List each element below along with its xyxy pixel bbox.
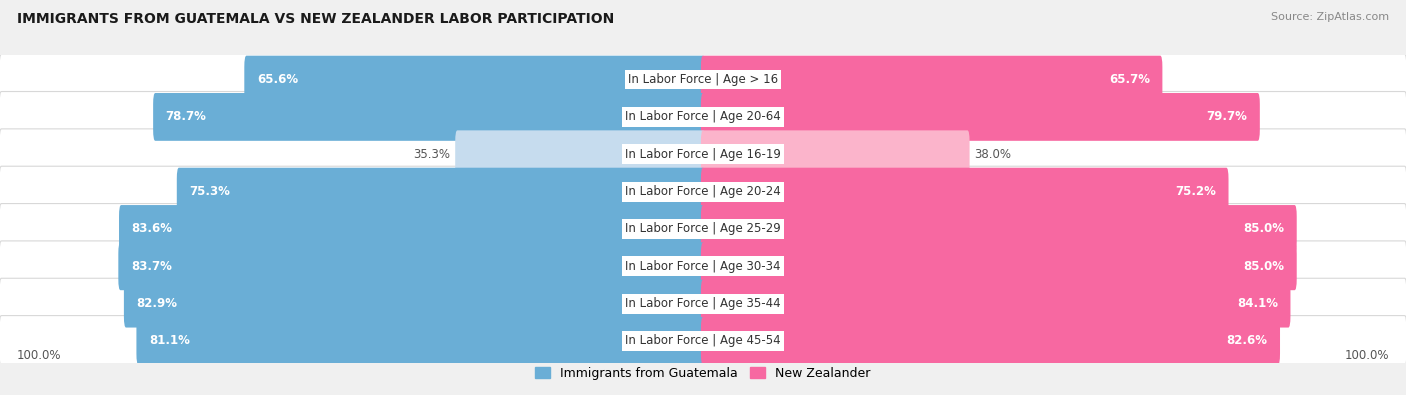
Text: 84.1%: 84.1%: [1237, 297, 1278, 310]
FancyBboxPatch shape: [702, 317, 1279, 365]
Text: 85.0%: 85.0%: [1243, 260, 1284, 273]
FancyBboxPatch shape: [702, 280, 1291, 327]
Text: In Labor Force | Age 16-19: In Labor Force | Age 16-19: [626, 148, 780, 161]
Text: 38.0%: 38.0%: [974, 148, 1011, 161]
Text: In Labor Force | Age 35-44: In Labor Force | Age 35-44: [626, 297, 780, 310]
FancyBboxPatch shape: [124, 280, 704, 327]
FancyBboxPatch shape: [0, 54, 1406, 105]
Text: In Labor Force | Age > 16: In Labor Force | Age > 16: [628, 73, 778, 86]
Text: 78.7%: 78.7%: [166, 111, 207, 123]
FancyBboxPatch shape: [0, 129, 1406, 180]
FancyBboxPatch shape: [245, 56, 704, 103]
Text: 65.7%: 65.7%: [1109, 73, 1150, 86]
Text: In Labor Force | Age 45-54: In Labor Force | Age 45-54: [626, 335, 780, 348]
FancyBboxPatch shape: [702, 168, 1229, 216]
Text: 100.0%: 100.0%: [17, 349, 62, 362]
FancyBboxPatch shape: [0, 278, 1406, 329]
FancyBboxPatch shape: [0, 241, 1406, 292]
FancyBboxPatch shape: [120, 205, 704, 253]
FancyBboxPatch shape: [0, 92, 1406, 142]
Text: 82.9%: 82.9%: [136, 297, 177, 310]
FancyBboxPatch shape: [702, 243, 1296, 290]
FancyBboxPatch shape: [0, 166, 1406, 217]
Text: 100.0%: 100.0%: [1344, 349, 1389, 362]
FancyBboxPatch shape: [456, 130, 704, 178]
FancyBboxPatch shape: [177, 168, 704, 216]
FancyBboxPatch shape: [0, 316, 1406, 367]
FancyBboxPatch shape: [118, 243, 704, 290]
Text: 83.6%: 83.6%: [132, 222, 173, 235]
FancyBboxPatch shape: [702, 56, 1163, 103]
Text: IMMIGRANTS FROM GUATEMALA VS NEW ZEALANDER LABOR PARTICIPATION: IMMIGRANTS FROM GUATEMALA VS NEW ZEALAND…: [17, 12, 614, 26]
Text: 82.6%: 82.6%: [1226, 335, 1267, 348]
Text: In Labor Force | Age 20-64: In Labor Force | Age 20-64: [626, 111, 780, 123]
Text: In Labor Force | Age 25-29: In Labor Force | Age 25-29: [626, 222, 780, 235]
Text: 75.2%: 75.2%: [1175, 185, 1216, 198]
Text: 81.1%: 81.1%: [149, 335, 190, 348]
Text: 65.6%: 65.6%: [257, 73, 298, 86]
Text: In Labor Force | Age 30-34: In Labor Force | Age 30-34: [626, 260, 780, 273]
FancyBboxPatch shape: [136, 317, 704, 365]
Legend: Immigrants from Guatemala, New Zealander: Immigrants from Guatemala, New Zealander: [530, 362, 876, 385]
Text: 35.3%: 35.3%: [413, 148, 450, 161]
Text: 85.0%: 85.0%: [1243, 222, 1284, 235]
FancyBboxPatch shape: [702, 130, 970, 178]
Text: 83.7%: 83.7%: [131, 260, 172, 273]
Text: In Labor Force | Age 20-24: In Labor Force | Age 20-24: [626, 185, 780, 198]
Text: 75.3%: 75.3%: [190, 185, 231, 198]
FancyBboxPatch shape: [702, 205, 1296, 253]
Text: 79.7%: 79.7%: [1206, 111, 1247, 123]
FancyBboxPatch shape: [0, 203, 1406, 254]
FancyBboxPatch shape: [702, 93, 1260, 141]
Text: Source: ZipAtlas.com: Source: ZipAtlas.com: [1271, 12, 1389, 22]
FancyBboxPatch shape: [153, 93, 704, 141]
